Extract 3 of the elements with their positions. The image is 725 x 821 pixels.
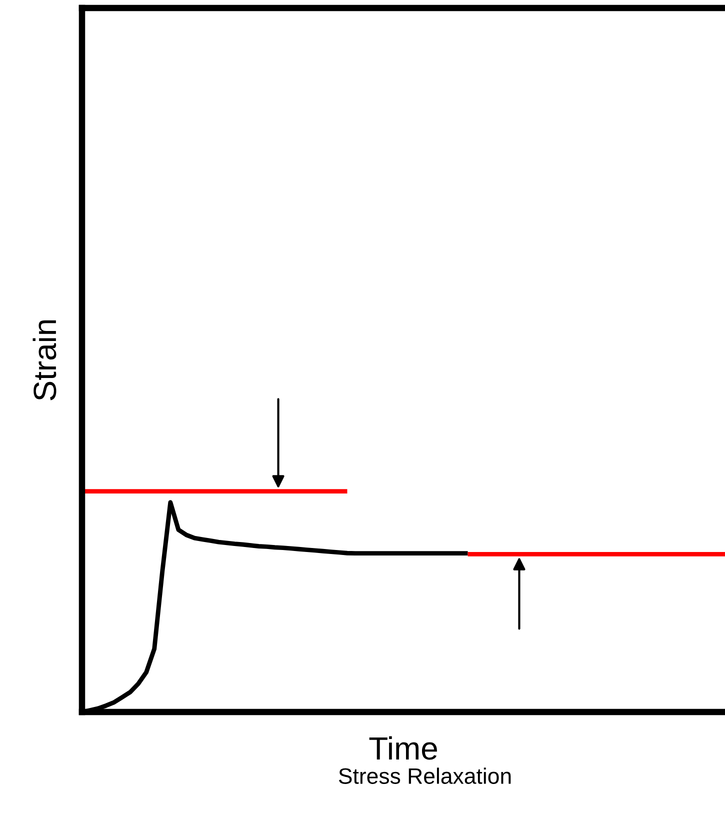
y-axis-title: Strain xyxy=(32,320,56,400)
text: Stress Relaxation xyxy=(338,768,511,784)
x-axis-title: Time xyxy=(369,736,437,760)
